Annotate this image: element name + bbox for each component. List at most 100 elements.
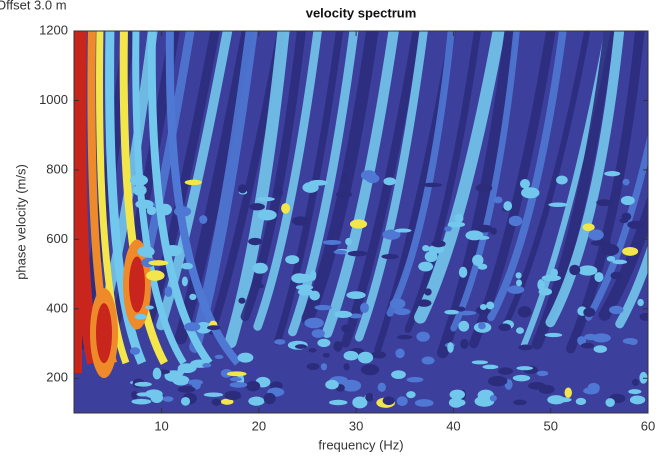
field-speckle <box>177 366 185 376</box>
field-speckle <box>393 308 411 316</box>
field-speckle <box>518 344 533 351</box>
field-streak <box>189 31 258 353</box>
x-tick-label: 40 <box>446 418 460 433</box>
field-speckle <box>406 376 424 383</box>
field-speckle <box>341 324 351 333</box>
field-speckle <box>189 293 197 301</box>
field-speckle <box>513 399 527 406</box>
field-speckle <box>582 223 595 232</box>
field-speckle <box>285 255 300 265</box>
field-speckle <box>550 268 558 277</box>
field-speckle <box>238 297 246 304</box>
field-speckle <box>248 237 263 246</box>
field-speckle <box>456 310 477 316</box>
field-speckle <box>177 385 196 393</box>
field-speckle <box>158 203 172 216</box>
field-speckle <box>136 392 151 397</box>
field-speckle <box>639 312 648 321</box>
field-speckle <box>580 342 594 349</box>
field-speckle <box>394 228 412 233</box>
field-speckle <box>424 251 438 263</box>
field-speckle <box>548 202 568 208</box>
field-speckle <box>226 371 247 377</box>
field-speckle <box>456 306 466 312</box>
field-speckle <box>220 398 234 405</box>
field-speckle <box>397 334 413 340</box>
field-speckle <box>637 298 644 307</box>
field-speckle <box>487 375 508 387</box>
field-speckle <box>471 360 488 365</box>
field-speckle <box>528 381 546 390</box>
field-speckle <box>349 219 368 229</box>
field-speckle <box>482 364 499 370</box>
x-tick-label: 60 <box>641 418 655 433</box>
field-speckle <box>575 397 587 406</box>
field-speckle <box>609 305 624 315</box>
field-speckle <box>181 262 193 270</box>
field-speckle <box>381 253 399 260</box>
field-speckle <box>590 240 611 246</box>
field-band <box>119 31 168 365</box>
field-speckle <box>145 305 154 310</box>
field-speckle <box>211 398 222 406</box>
field-streak <box>501 31 591 331</box>
field-speckle <box>569 264 581 276</box>
field-speckle <box>207 325 221 331</box>
field-speckle <box>131 390 138 400</box>
field-streak <box>253 31 322 331</box>
field-speckle <box>431 240 446 248</box>
field-speckle <box>214 354 224 359</box>
field-band <box>96 31 130 365</box>
field-speckle <box>349 313 363 319</box>
field-streak <box>565 31 645 354</box>
field-speckle <box>444 309 459 315</box>
field-speckle <box>308 348 317 353</box>
field-speckle <box>479 304 487 311</box>
field-speckle <box>605 398 615 407</box>
field-streak <box>450 31 520 332</box>
field-speckle <box>612 259 628 265</box>
field-speckle <box>343 363 350 371</box>
field-speckle <box>444 226 452 232</box>
x-tick-label: 30 <box>349 418 363 433</box>
field-speckle <box>622 178 630 186</box>
field-speckle <box>146 206 157 216</box>
field-speckle <box>152 367 162 380</box>
field-speckle <box>389 298 406 310</box>
y-tick-label: 400 <box>46 300 68 315</box>
corner-text: Offset 3.0 m <box>0 0 67 12</box>
field-speckle <box>263 392 276 405</box>
field-streak <box>288 31 359 337</box>
field-speckle <box>475 305 491 315</box>
field-speckle <box>472 254 484 266</box>
field-speckle <box>256 197 275 202</box>
x-axis-label: frequency (Hz) <box>318 437 403 452</box>
field-streak <box>615 244 648 329</box>
field-speckle <box>199 215 208 224</box>
y-tick-label: 800 <box>46 161 68 176</box>
field-speckle <box>519 178 530 189</box>
field-speckle <box>544 332 563 338</box>
field-speckle <box>629 395 646 405</box>
field-streak <box>487 31 567 322</box>
field-speckle <box>455 399 466 406</box>
field-band <box>105 31 147 365</box>
field-speckle <box>335 191 353 198</box>
field-speckle <box>382 396 395 406</box>
field-speckle <box>248 396 265 406</box>
field-speckle <box>311 329 325 338</box>
field-streak <box>321 31 399 339</box>
field-speckle <box>252 262 268 274</box>
field-speckle <box>503 201 513 211</box>
field-speckle <box>465 230 484 241</box>
field-speckle <box>536 370 549 377</box>
field-speckle <box>181 276 188 287</box>
field-speckle <box>322 239 342 245</box>
field-speckle <box>203 392 224 397</box>
field-speckle <box>320 363 328 371</box>
field-speckle <box>352 396 368 409</box>
field-speckle <box>333 250 348 255</box>
field-speckle <box>588 229 604 241</box>
field-speckle <box>477 263 488 270</box>
